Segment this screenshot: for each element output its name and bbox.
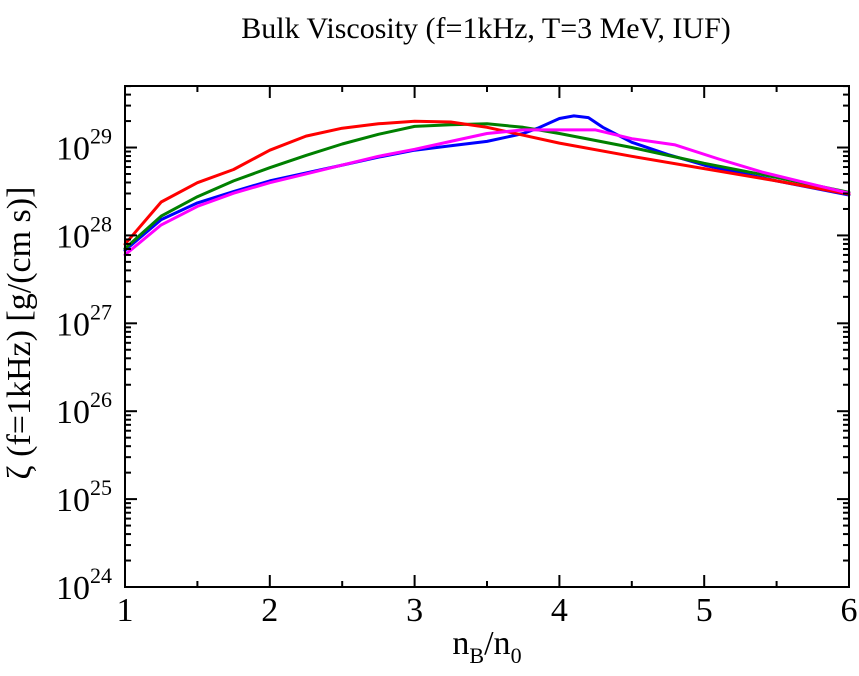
chart-title: Bulk Viscosity (f=1kHz, T=3 MeV, IUF)	[241, 12, 731, 45]
y-tick-label-1: 1025	[56, 475, 112, 519]
x-ticks: 1 2 3 4 5 6	[117, 86, 858, 629]
x-tick-label-5: 6	[841, 592, 858, 629]
series-line-blue	[123, 114, 851, 252]
y-tick-label-base-2: 10	[56, 394, 90, 431]
series-line-red	[123, 119, 851, 246]
y-tick-label-exp-1: 25	[90, 475, 112, 500]
y-tick-label-base-0: 10	[56, 570, 90, 607]
x-tick-label-2: 3	[406, 592, 423, 629]
plot-frame	[124, 85, 850, 588]
y-tick-label-0: 1024	[56, 563, 112, 607]
series-layer	[123, 114, 851, 257]
x-tick-label-1: 2	[261, 592, 278, 629]
y-tick-label-base-1: 10	[56, 482, 90, 519]
y-tick-label-base-3: 10	[56, 306, 90, 343]
x-axis-label-main: n	[452, 625, 469, 662]
x-axis-label: nB/n0	[452, 625, 521, 668]
y-tick-label-exp-3: 27	[90, 299, 112, 324]
y-tick-label-base-4: 10	[56, 218, 90, 255]
x-tick-label-0: 1	[117, 592, 134, 629]
y-tick-label-5: 1029	[56, 124, 112, 168]
x-tick-label-4: 5	[696, 592, 713, 629]
y-tick-label-4: 1028	[56, 211, 112, 255]
y-tick-label-exp-5: 29	[90, 124, 112, 149]
series-line-green	[123, 122, 851, 251]
x-tick-label-3: 4	[551, 592, 568, 629]
y-tick-label-3: 1027	[56, 299, 112, 343]
y-tick-label-exp-2: 26	[90, 387, 112, 412]
x-axis-label-sub1: B	[469, 643, 484, 668]
y-axis-label: ζ (f=1kHz) [g/(cm s)]	[1, 187, 38, 480]
x-axis-label-mid: /n	[484, 625, 510, 662]
y-tick-label-exp-0: 24	[90, 563, 112, 588]
series-line-magenta	[123, 128, 851, 257]
y-tick-label-base-5: 10	[56, 131, 90, 168]
y-tick-label-exp-4: 28	[90, 211, 112, 236]
y-tick-label-2: 1026	[56, 387, 112, 431]
x-axis-label-sub2: 0	[511, 643, 522, 668]
